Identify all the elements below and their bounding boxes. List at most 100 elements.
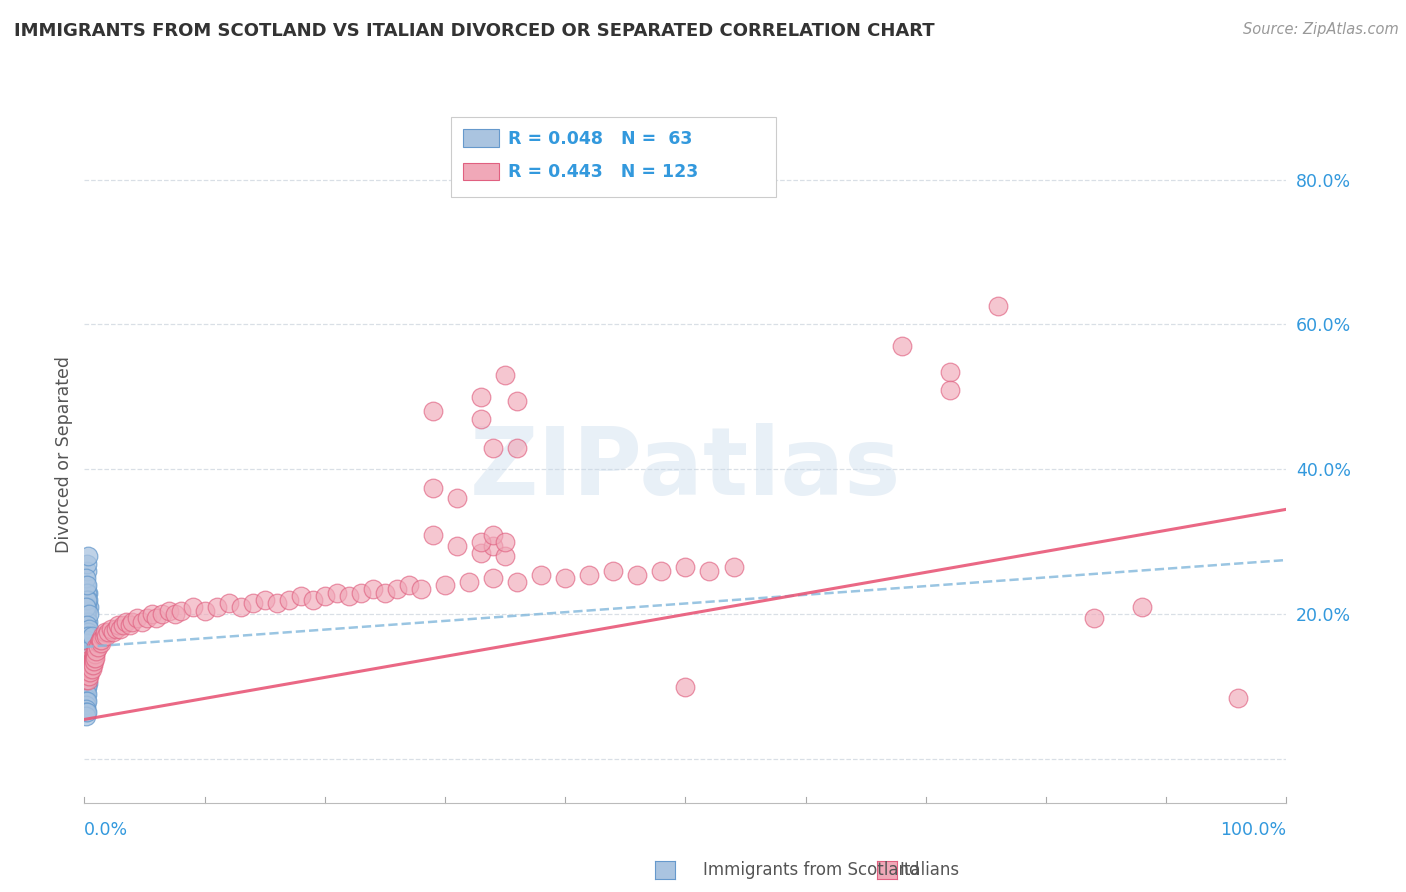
Point: [79, 662, 101, 676]
Point: [75, 669, 97, 683]
FancyBboxPatch shape: [463, 162, 499, 180]
Point: [890, 339, 912, 353]
Point: [75, 694, 97, 708]
Point: [75, 647, 97, 661]
Point: [506, 574, 529, 589]
Point: [77, 669, 100, 683]
Point: [77, 669, 100, 683]
Text: 100.0%: 100.0%: [1220, 821, 1286, 838]
Point: [75, 687, 97, 701]
Point: [75, 665, 97, 680]
Point: [115, 615, 138, 629]
Point: [76, 592, 98, 607]
Point: [530, 567, 553, 582]
Point: [80, 658, 103, 673]
Point: [75, 698, 97, 712]
Point: [626, 567, 648, 582]
Point: [82, 658, 104, 673]
Point: [75, 690, 97, 705]
Point: [205, 600, 228, 615]
Point: [87, 636, 110, 650]
Point: [152, 607, 174, 622]
Point: [75, 658, 97, 673]
Point: [97, 625, 120, 640]
Point: [337, 589, 360, 603]
Point: [675, 680, 697, 694]
Point: [374, 585, 396, 599]
Point: [77, 662, 100, 676]
Point: [76, 564, 98, 578]
Point: [94, 625, 117, 640]
Point: [422, 404, 444, 418]
Point: [482, 539, 505, 553]
Point: [76, 658, 98, 673]
Text: 0.0%: 0.0%: [84, 821, 128, 838]
Text: R = 0.443   N = 123: R = 0.443 N = 123: [508, 162, 697, 181]
Text: Immigrants from Scotland: Immigrants from Scotland: [703, 861, 920, 879]
Point: [675, 560, 697, 574]
Point: [482, 441, 505, 455]
Point: [77, 676, 100, 690]
Point: [76, 655, 98, 669]
Y-axis label: Divorced or Separated: Divorced or Separated: [55, 357, 73, 553]
Point: [76, 655, 98, 669]
Point: [77, 592, 100, 607]
Point: [157, 604, 180, 618]
Point: [76, 665, 98, 680]
Point: [82, 655, 104, 669]
Point: [361, 582, 384, 596]
Point: [77, 658, 100, 673]
Text: ZIPatlas: ZIPatlas: [470, 423, 901, 515]
Point: [76, 673, 98, 687]
Point: [75, 658, 97, 673]
Point: [89, 632, 111, 647]
Point: [86, 640, 108, 654]
Point: [75, 662, 97, 676]
Point: [602, 564, 624, 578]
Point: [77, 673, 100, 687]
Point: [76, 632, 98, 647]
Point: [75, 571, 97, 585]
Point: [75, 632, 97, 647]
Point: [79, 665, 101, 680]
Point: [103, 625, 125, 640]
Point: [76, 636, 98, 650]
Point: [145, 611, 167, 625]
Point: [169, 604, 191, 618]
Point: [77, 625, 100, 640]
Point: [939, 365, 962, 379]
Point: [506, 393, 529, 408]
Point: [470, 411, 492, 425]
Point: [80, 655, 103, 669]
FancyBboxPatch shape: [451, 118, 776, 197]
Point: [76, 662, 98, 676]
Point: [699, 564, 721, 578]
Point: [76, 636, 98, 650]
Point: [75, 665, 97, 680]
Point: [470, 390, 492, 404]
Point: [75, 625, 97, 640]
Point: [218, 597, 240, 611]
Text: Source: ZipAtlas.com: Source: ZipAtlas.com: [1243, 22, 1399, 37]
Point: [326, 585, 349, 599]
Point: [75, 673, 97, 687]
Point: [94, 629, 117, 643]
Point: [77, 662, 100, 676]
Point: [1227, 690, 1250, 705]
Point: [75, 708, 97, 723]
Point: [76, 665, 98, 680]
Point: [75, 640, 97, 654]
Point: [494, 534, 516, 549]
Point: [76, 618, 98, 632]
Point: [939, 383, 962, 397]
Point: [77, 640, 100, 654]
Point: [80, 662, 103, 676]
Point: [987, 299, 1010, 313]
Point: [229, 600, 252, 615]
Point: [494, 368, 516, 383]
Point: [75, 592, 97, 607]
Point: [470, 534, 492, 549]
Point: [90, 632, 112, 647]
Point: [277, 592, 299, 607]
Point: [77, 549, 100, 564]
